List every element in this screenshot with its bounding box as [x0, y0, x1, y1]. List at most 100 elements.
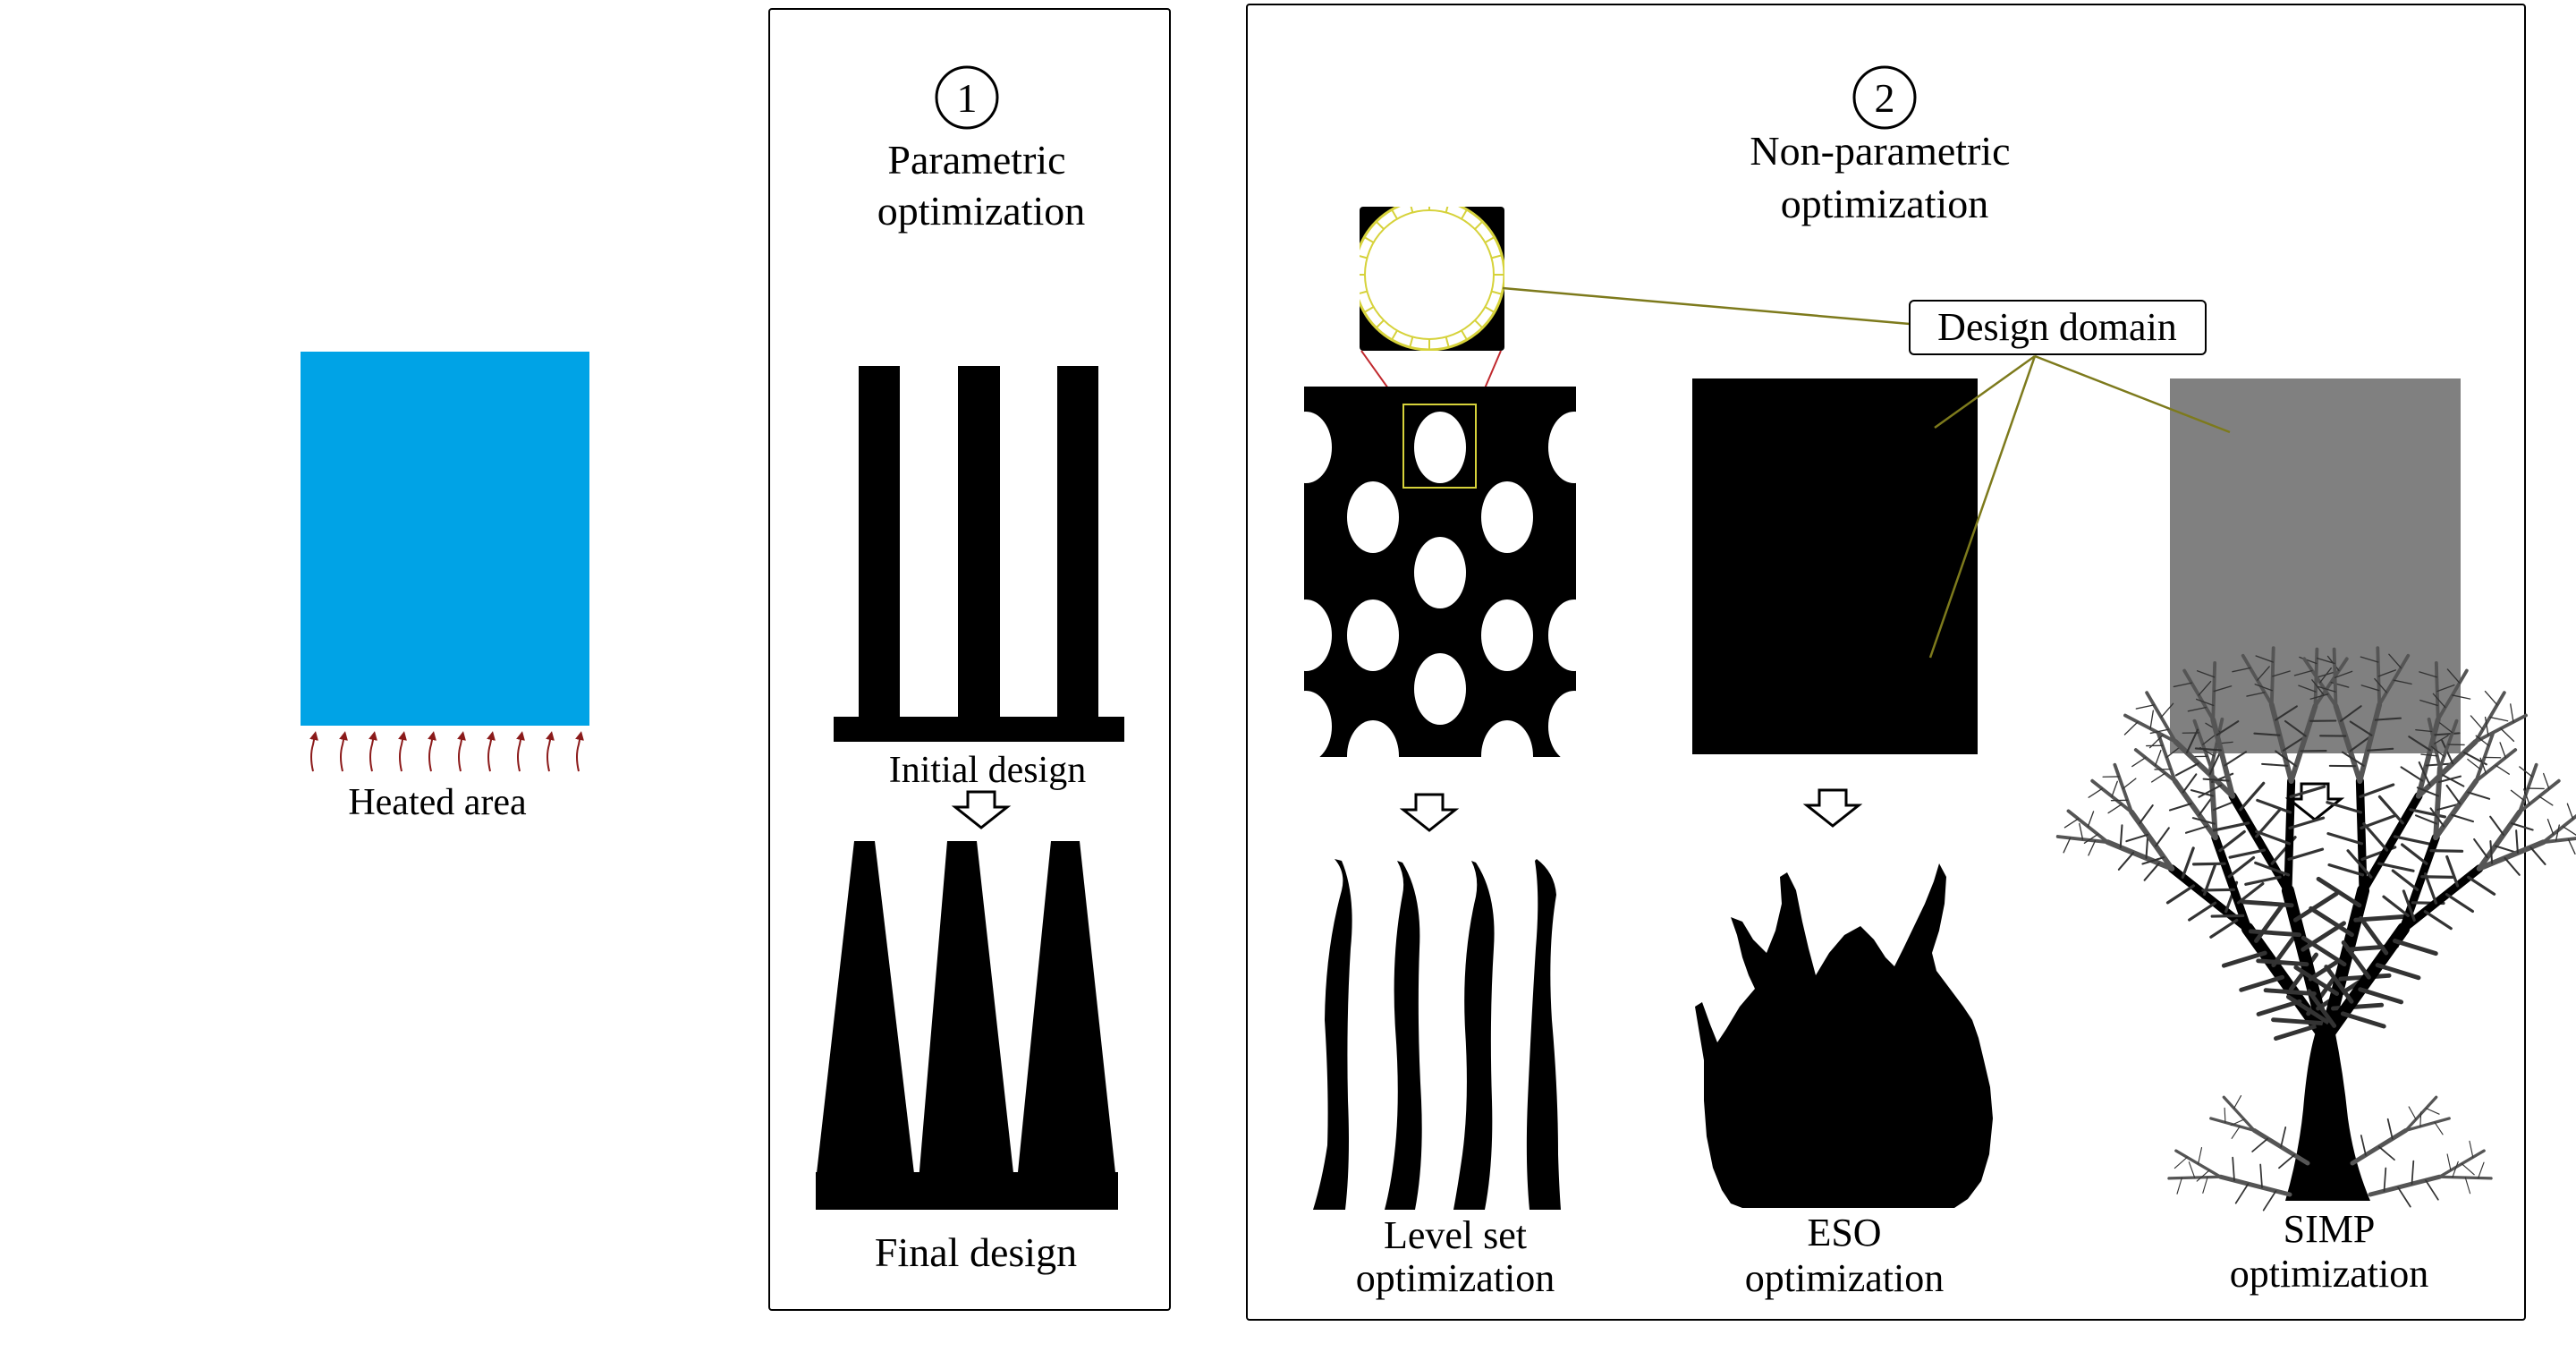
simp-twig [2500, 727, 2515, 743]
simp-branch [2433, 765, 2443, 841]
simp-branch [2415, 717, 2441, 799]
simp-twig [2445, 855, 2460, 888]
simp-twig [2433, 732, 2461, 736]
simp-branch [2399, 833, 2440, 933]
simp-twig [2504, 856, 2521, 876]
simp-twig [2228, 848, 2267, 859]
simp-twig [2087, 811, 2095, 828]
simp-twig [2272, 670, 2291, 677]
simp-twig [2239, 781, 2266, 812]
simp-twig [2063, 837, 2072, 854]
simp-twig [2423, 872, 2438, 905]
heated-area-block [301, 352, 589, 726]
mesh-tick [1360, 255, 1368, 259]
simp-twig [2467, 758, 2481, 770]
simp-twig [2309, 906, 2354, 938]
mesh-tick [1461, 208, 1468, 220]
heated-area-group: Heated area [301, 352, 589, 823]
simp-twig [2464, 1177, 2471, 1195]
simp-twig [2218, 829, 2246, 853]
level-set-hole [1304, 691, 1332, 757]
level-set-domain [1304, 387, 1576, 757]
callout-line [1934, 354, 2036, 429]
simp-twig [2230, 1118, 2245, 1127]
simp-twig [2181, 846, 2195, 879]
simp-twig [2414, 814, 2438, 825]
fin [1057, 366, 1098, 721]
simp-twig [2467, 875, 2496, 896]
eso-result [1695, 863, 1993, 1208]
simp-twig [2155, 827, 2170, 847]
simp-twig [2148, 734, 2164, 749]
simp-twig [2377, 669, 2396, 677]
nonparametric-title-line2: optimization [1781, 181, 1989, 226]
simp-trunk [2285, 1029, 2370, 1201]
simp-twig [2411, 1160, 2415, 1185]
simp-twig [2293, 669, 2313, 676]
simp-branch [2222, 1095, 2256, 1133]
simp-twig [2439, 722, 2453, 734]
simp-twig [2543, 772, 2550, 790]
parametric-title-line2: optimization [877, 188, 1086, 234]
zoom-selection-box [1402, 404, 1477, 489]
simp-twig [2467, 791, 2491, 800]
simp-twig [2117, 851, 2135, 871]
final-design-fins [816, 841, 1118, 1210]
simp-twig [2566, 803, 2574, 820]
tapered-fin [816, 841, 915, 1181]
simp-branch [2368, 1174, 2443, 1197]
simp-twig [2231, 1126, 2241, 1139]
panel-number-2: 2 [1875, 75, 1895, 121]
simp-twig [2227, 855, 2256, 879]
level-set-label-line2: optimization [1356, 1256, 1555, 1300]
simp-twig [2377, 1145, 2395, 1161]
mesh-tick [1461, 329, 1468, 341]
simp-twig [2145, 835, 2149, 859]
simp-twig [2374, 717, 2402, 721]
simp-twig [2196, 1169, 2210, 1182]
down-arrow-icon [1802, 788, 1863, 828]
simp-twig [2306, 989, 2337, 1028]
simp-branch [2355, 777, 2368, 895]
simp-branch [2288, 703, 2318, 784]
simp-twig [2341, 940, 2371, 980]
mesh-tick [1375, 319, 1385, 329]
simp-twig [2555, 824, 2560, 842]
level-set-label-line1: Level set [1384, 1213, 1527, 1257]
simp-twig [2546, 818, 2555, 836]
simp-twig [2339, 705, 2362, 722]
simp-twig [2188, 901, 2217, 922]
simp-twig [2234, 1183, 2250, 1204]
simp-twig [2393, 939, 2438, 957]
simp-twig [2319, 667, 2332, 684]
simp-twig [2327, 863, 2365, 877]
simp-twig [2262, 1190, 2277, 1212]
simp-twig [2326, 832, 2364, 846]
simp-twig [2473, 838, 2488, 859]
initial-design-fins [834, 366, 1124, 742]
simp-twig [2292, 891, 2339, 923]
simp-twig [2475, 735, 2490, 746]
simp-twig [2349, 720, 2373, 736]
simp-twig [2391, 869, 2419, 891]
simp-twig [2349, 735, 2372, 753]
simp-twig [2273, 1023, 2319, 1042]
simp-twig [2239, 974, 2285, 992]
simp-twig [2256, 999, 2302, 1016]
simp-twig [2255, 655, 2274, 663]
mesh-tick [1375, 220, 1385, 230]
simp-twig [2519, 766, 2533, 778]
simp-twig [2107, 804, 2123, 814]
simp-twig [2393, 679, 2412, 685]
simp-twig [2429, 807, 2445, 828]
simp-twig [2196, 670, 2216, 678]
level-set-hole [1414, 537, 1466, 608]
parametric-panel-frame [768, 8, 1171, 1311]
callout-line [1502, 286, 1911, 326]
simp-branch [2357, 702, 2383, 784]
simp-twig [2452, 694, 2471, 700]
simp-twig [2489, 815, 2504, 836]
simp-twig [2408, 736, 2432, 752]
eso-label-line1: ESO [1807, 1211, 1881, 1254]
simp-twig [2202, 734, 2216, 745]
